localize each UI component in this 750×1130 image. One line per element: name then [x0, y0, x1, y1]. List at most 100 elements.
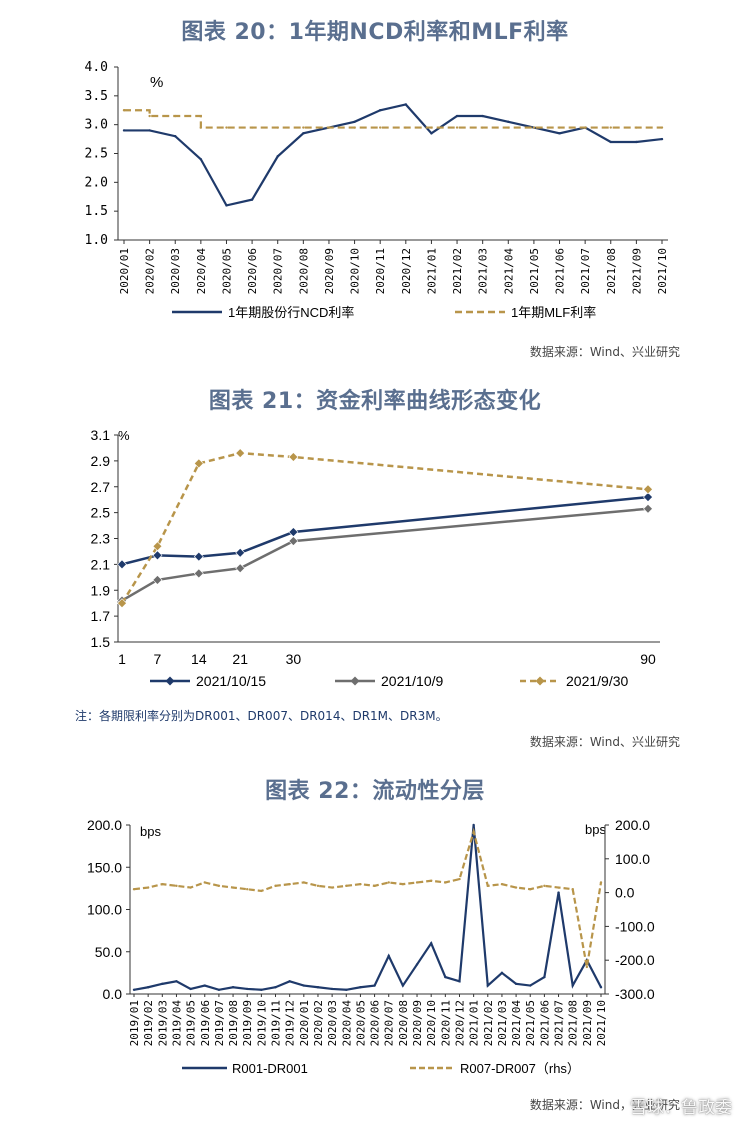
data-point: [288, 882, 291, 886]
legend-label: 1年期股份行NCD利率: [228, 305, 354, 320]
y-tick-label: 1.7: [91, 608, 111, 624]
data-marker: [117, 598, 127, 609]
data-point: [481, 114, 484, 118]
data-point: [481, 126, 484, 129]
x-tick-label: 2019/07: [213, 1000, 226, 1046]
data-point: [330, 886, 334, 889]
data-point: [122, 129, 126, 132]
x-tick-label: 30: [286, 651, 302, 667]
data-marker: [235, 448, 246, 459]
data-point: [345, 988, 348, 991]
data-point: [415, 881, 419, 884]
legend-label: 2021/10/9: [381, 673, 443, 689]
data-point: [529, 888, 532, 891]
y-tick-label: 1.0: [85, 233, 108, 248]
data-point: [353, 120, 356, 123]
data-point: [132, 888, 136, 891]
data-marker: [152, 550, 163, 561]
figure-21-title: 图表 21：资金利率曲线形态变化: [208, 389, 542, 414]
data-point: [225, 126, 228, 129]
x-tick-label: 2020/11: [439, 1000, 452, 1046]
x-tick-label: 2020/06: [369, 1000, 382, 1046]
data-point: [557, 886, 560, 889]
data-point: [609, 126, 612, 129]
x-tick-label: 90: [640, 651, 656, 667]
data-point: [274, 986, 277, 989]
x-tick-label: 2020/11: [374, 248, 387, 294]
data-point: [404, 103, 408, 106]
data-point: [455, 126, 459, 129]
data-point: [571, 888, 574, 891]
data-point: [174, 135, 177, 138]
data-point: [288, 980, 291, 983]
data-point: [174, 114, 177, 118]
data-point: [429, 879, 433, 882]
data-point: [387, 954, 390, 958]
y-tick-label: 4.0: [85, 60, 108, 75]
data-point: [330, 987, 334, 991]
y-tick-label: 2.5: [91, 505, 111, 521]
data-point: [316, 986, 320, 989]
y-tick-label: 3.0: [85, 118, 108, 133]
series-line-1: [121, 507, 649, 602]
data-point: [507, 120, 510, 123]
x-tick-label: 2021/03: [496, 1000, 509, 1046]
unit-label: %: [150, 74, 163, 91]
y-tick-label-left: 100.0: [87, 902, 122, 918]
source-f22: 数据来源：Wind，兴业研究: [529, 1098, 680, 1112]
data-marker: [235, 563, 246, 574]
data-marker: [193, 551, 204, 562]
data-point: [599, 986, 603, 989]
data-point: [274, 884, 277, 888]
series-line-0: [133, 824, 602, 991]
data-point: [373, 984, 376, 987]
y-tick-label: 2.5: [85, 147, 108, 162]
data-point: [302, 126, 305, 129]
data-point: [571, 984, 574, 987]
legend-label: R007-DR007（rhs）: [460, 1061, 580, 1076]
data-point: [429, 942, 433, 945]
x-tick-label: 2019/12: [284, 1000, 297, 1046]
data-marker: [117, 559, 127, 570]
legend-label: 2021/9/30: [566, 673, 628, 689]
y-tick-label: 2.0: [85, 175, 108, 190]
x-tick-label: 21: [232, 651, 248, 667]
data-point: [404, 126, 408, 129]
watermark: 雪球：鲁政委: [630, 1098, 732, 1118]
data-point: [558, 132, 561, 135]
x-tick-label: 2020/03: [326, 1000, 339, 1046]
data-point: [246, 888, 249, 891]
data-marker: [643, 492, 653, 503]
figure-22-title: 图表 22：流动性分层: [265, 779, 485, 804]
x-tick-label: 2020/04: [195, 248, 208, 295]
source-f20: 数据来源：Wind、兴业研究: [529, 345, 680, 359]
data-point: [387, 881, 390, 884]
data-point: [148, 129, 151, 132]
y-tick-label-left: 50.0: [95, 944, 122, 960]
y-tick-label-right: 100.0: [615, 851, 650, 867]
data-point: [302, 132, 305, 135]
data-point: [458, 877, 461, 881]
y-tick-label: 2.1: [91, 556, 111, 572]
series-line-1: [124, 109, 662, 129]
x-tick-label: 2021/09: [630, 248, 643, 294]
data-point: [148, 114, 151, 118]
data-point: [189, 987, 192, 991]
x-tick-label: 2021/06: [538, 1000, 551, 1046]
data-point: [609, 140, 612, 144]
data-point: [472, 830, 475, 833]
x-tick-label: 2021/02: [482, 1000, 495, 1046]
y-tick-label-right: 0.0: [615, 885, 635, 901]
unit-label: %: [118, 428, 130, 443]
x-tick-label: 7: [154, 651, 162, 667]
data-point: [486, 984, 489, 987]
x-tick-label: 2021/08: [567, 1000, 580, 1046]
data-marker: [288, 452, 299, 462]
series-line-2: [120, 451, 649, 604]
x-tick-label: 2020/01: [118, 248, 131, 294]
x-tick-label: 2021/02: [451, 248, 464, 294]
data-point: [260, 988, 263, 991]
data-point: [532, 126, 536, 129]
x-tick-label: 2020/02: [312, 1000, 325, 1046]
data-point: [378, 109, 382, 112]
